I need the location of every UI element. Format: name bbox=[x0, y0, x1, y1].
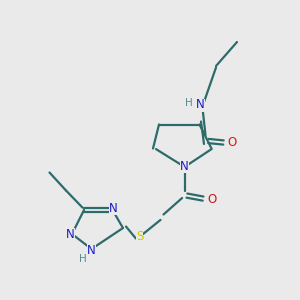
Text: H: H bbox=[184, 98, 192, 109]
Text: O: O bbox=[228, 136, 237, 149]
Text: N: N bbox=[180, 160, 189, 173]
Text: S: S bbox=[136, 230, 143, 244]
Text: H: H bbox=[79, 254, 86, 265]
Text: N: N bbox=[87, 244, 96, 257]
Text: O: O bbox=[208, 193, 217, 206]
Text: N: N bbox=[196, 98, 205, 112]
Text: N: N bbox=[109, 202, 118, 215]
Text: N: N bbox=[66, 227, 75, 241]
